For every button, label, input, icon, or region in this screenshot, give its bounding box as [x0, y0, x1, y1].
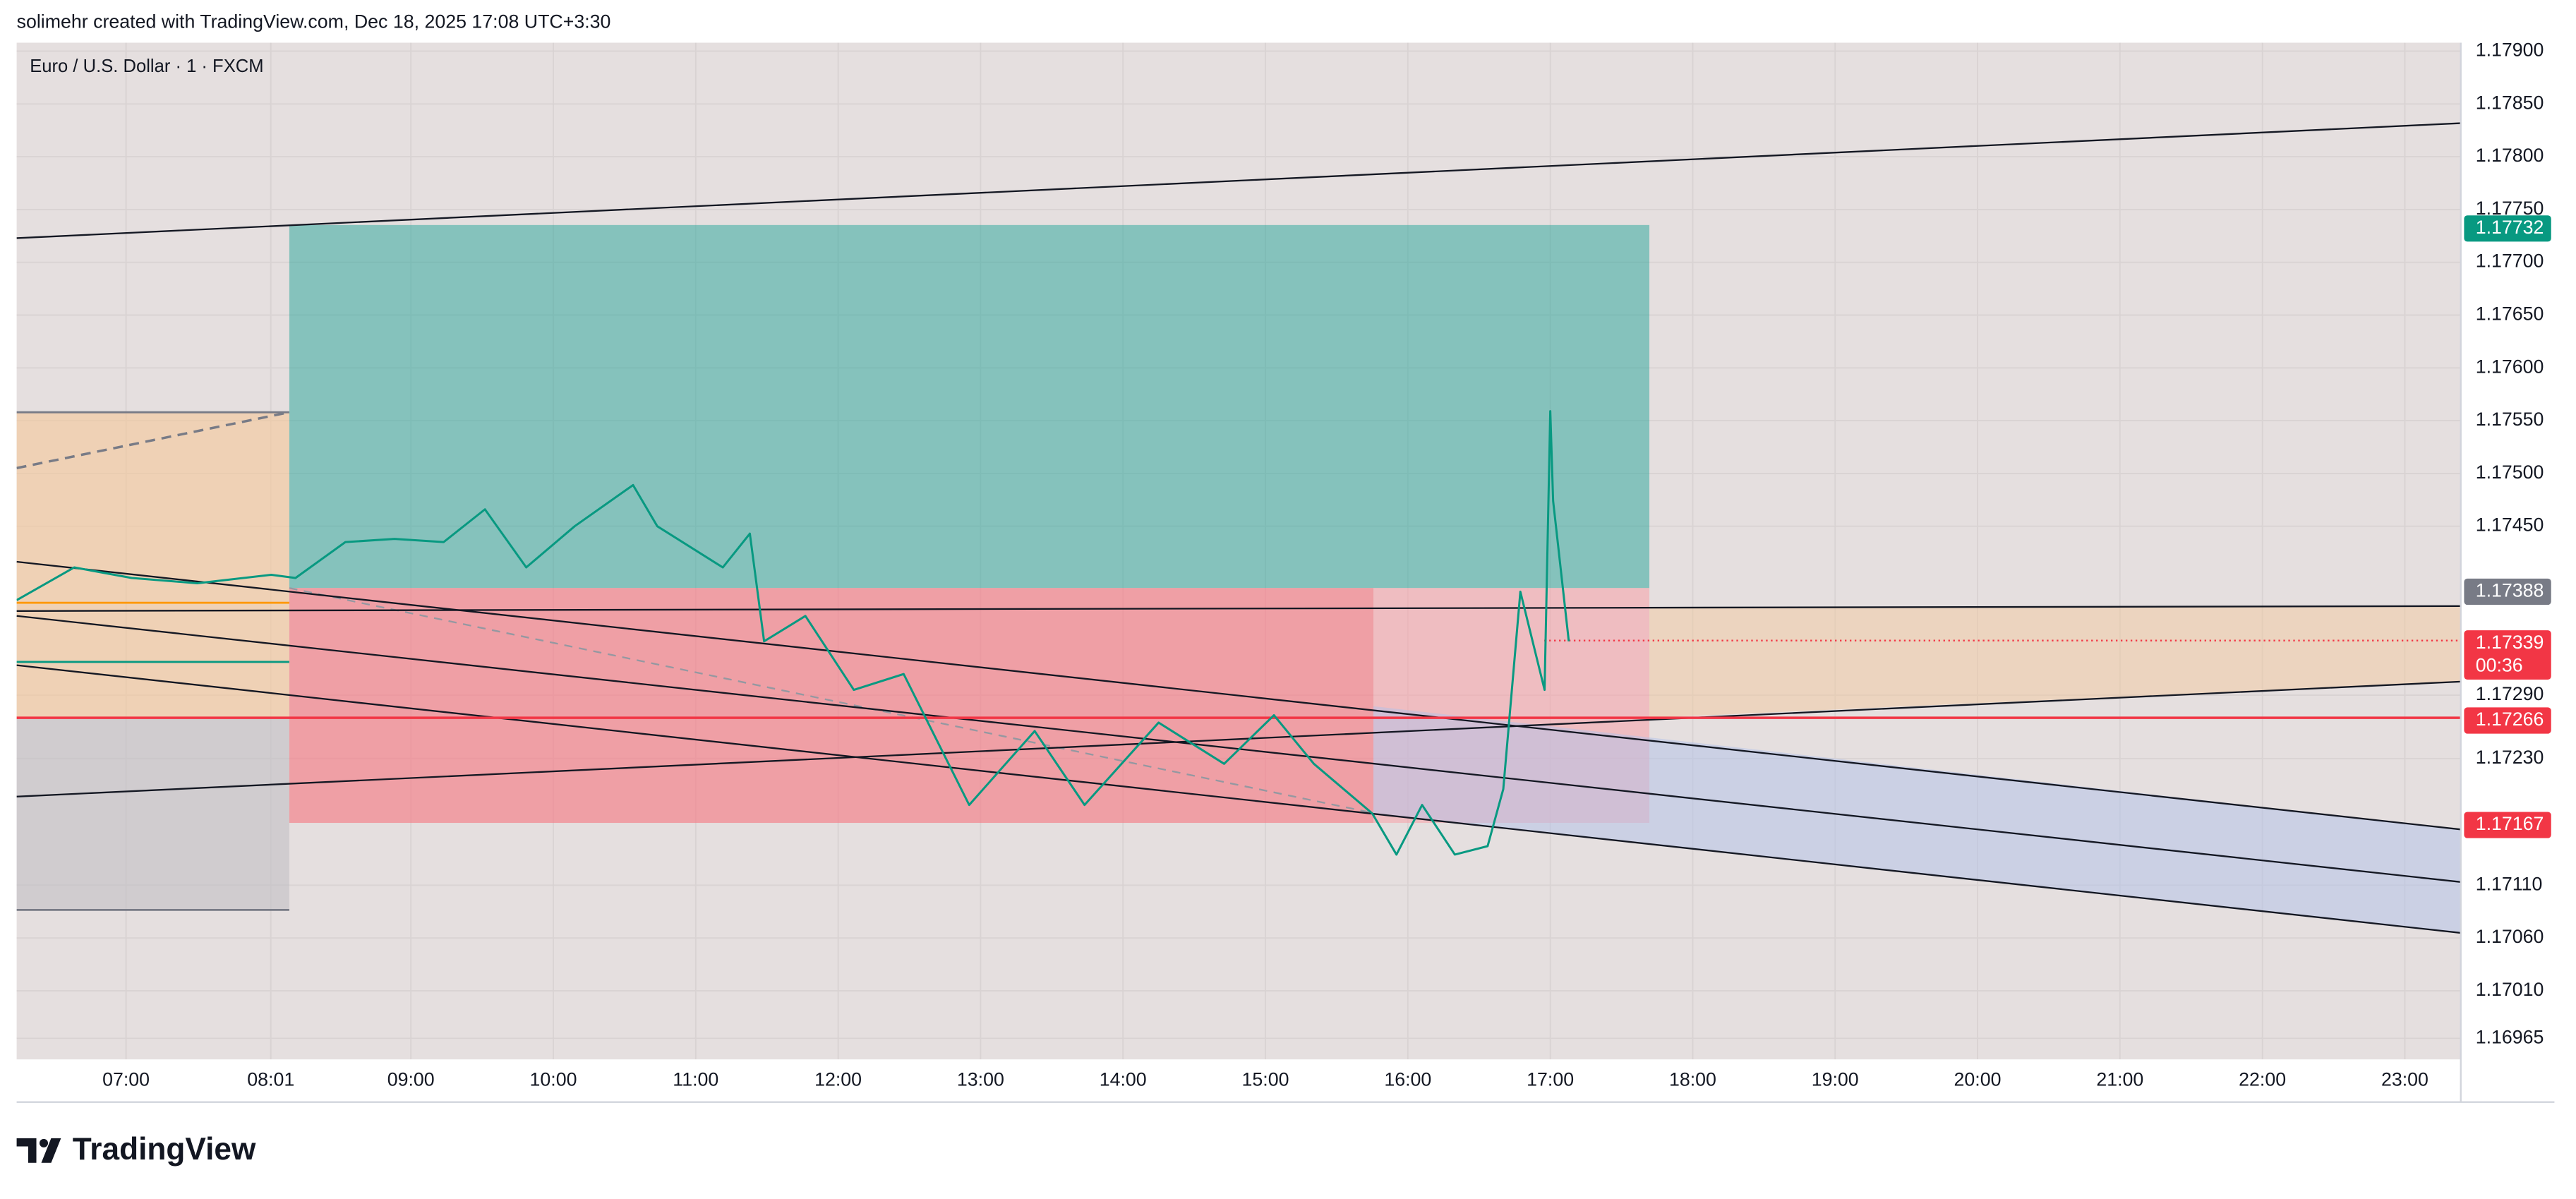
y-tick-label: 1.17650 [2476, 303, 2544, 325]
horizontal-line [16, 605, 2461, 612]
dashed-line [16, 411, 290, 470]
x-tick-label: 11:00 [673, 1068, 718, 1090]
y-tick-label: 1.16965 [2476, 1026, 2544, 1047]
target-zone [289, 224, 1650, 589]
orange-band [1649, 605, 2461, 718]
x-tick-label: 15:00 [1242, 1068, 1289, 1090]
chart-title: Euro / U.S. Dollar · 1 · FXCM [30, 56, 263, 76]
price-tag [2464, 707, 2551, 734]
channel-line [16, 560, 2461, 831]
x-tick-label: 18:00 [1669, 1068, 1716, 1090]
price-tag [2464, 578, 2551, 605]
x-tick-label: 13:00 [957, 1068, 1004, 1090]
drawings [16, 122, 2461, 934]
logo-icon [39, 1138, 49, 1147]
left-box-orange [16, 412, 289, 718]
rising-line [16, 680, 2461, 797]
price-series [16, 410, 1570, 856]
x-tick-label: 21:00 [2096, 1068, 2143, 1090]
brand: TradingView [73, 1132, 256, 1167]
y-tick-label: 1.17900 [2476, 40, 2544, 61]
header-text: solimehr created with TradingView.com, D… [17, 11, 611, 32]
blue-channel [1373, 706, 2461, 933]
x-tick-label: 22:00 [2239, 1068, 2286, 1090]
trend-line [16, 122, 2461, 239]
channel-line [16, 664, 2461, 934]
x-tick-label: 12:00 [814, 1068, 862, 1090]
x-tick-label: 19:00 [1812, 1068, 1859, 1090]
price-tag-label: 1.17167 [2476, 813, 2544, 834]
y-tick-label: 1.17800 [2476, 145, 2544, 166]
y-tick-label: 1.17600 [2476, 356, 2544, 377]
x-tick-label: 09:00 [387, 1068, 435, 1090]
price-tag [2464, 630, 2551, 680]
x-tick-label: 08:01 [247, 1068, 294, 1090]
x-tick-label: 16:00 [1384, 1068, 1431, 1090]
price-tag [2464, 215, 2551, 242]
left-box-gray [16, 718, 289, 910]
logo: TradingView [16, 1132, 256, 1167]
axes: 1.17900 1.17850 1.17800 1.17750 1.17700 1.176… [102, 40, 2551, 1090]
y-tick-label: 1.17060 [2476, 926, 2544, 947]
price-tag [2464, 812, 2551, 838]
x-tick-label: 20:00 [1954, 1068, 2002, 1090]
y-tick-label: 1.17500 [2476, 462, 2544, 483]
y-tick-label: 1.17450 [2476, 514, 2544, 536]
x-tick-label: 10:00 [530, 1068, 577, 1090]
logo-icon [16, 1138, 61, 1163]
y-tick-label: 1.17290 [2476, 683, 2544, 704]
x-tick-label: 23:00 [2381, 1068, 2428, 1090]
dashed-path [289, 587, 1374, 814]
price-line [16, 410, 1570, 856]
y-tick-label: 1.17750 [2476, 198, 2544, 219]
price-tag-label: 1.17732 [2476, 217, 2544, 238]
y-tick-label: 1.17700 [2476, 251, 2544, 272]
y-tick-label: 1.17110 [2476, 873, 2543, 894]
price-tag-label: 1.17266 [2476, 709, 2544, 730]
x-tick-label: 07:00 [102, 1068, 150, 1090]
y-tick-label: 1.17010 [2476, 979, 2544, 1000]
countdown: 00:36 [2476, 654, 2523, 675]
y-tick-label: 1.17550 [2476, 409, 2544, 430]
y-tick-label: 1.17230 [2476, 747, 2544, 768]
x-tick-label: 14:00 [1100, 1068, 1147, 1090]
price-tag-label: 1.17339 [2476, 632, 2544, 653]
price-tag-label: 1.17388 [2476, 580, 2544, 601]
x-tick-label: 17:00 [1527, 1068, 1574, 1090]
y-tick-label: 1.17850 [2476, 92, 2544, 113]
